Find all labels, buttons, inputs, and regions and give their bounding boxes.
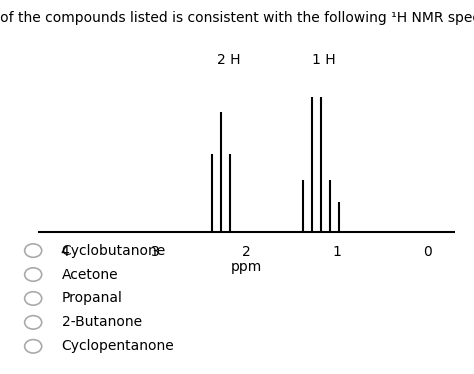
Text: Acetone: Acetone	[62, 267, 118, 282]
Text: 1 H: 1 H	[312, 53, 336, 67]
Text: 2 H: 2 H	[217, 53, 240, 67]
Text: 2-Butanone: 2-Butanone	[62, 315, 142, 329]
Text: Propanal: Propanal	[62, 291, 122, 306]
Text: Cyclobutanone: Cyclobutanone	[62, 243, 166, 258]
Text: Cyclopentanone: Cyclopentanone	[62, 339, 174, 353]
X-axis label: ppm: ppm	[231, 260, 262, 274]
Text: Which of the compounds listed is consistent with the following ¹H NMR spectrum?: Which of the compounds listed is consist…	[0, 11, 474, 25]
